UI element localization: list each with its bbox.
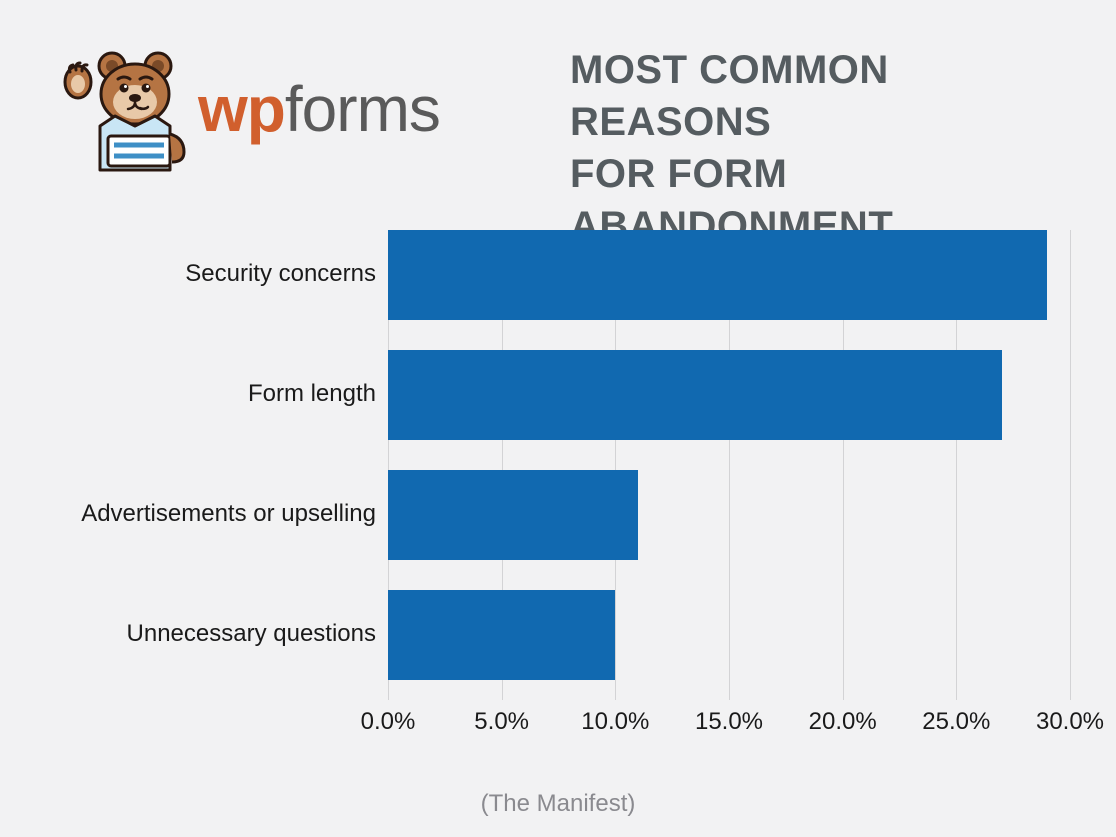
- bar-row: [388, 350, 1002, 440]
- header: wpforms MOST COMMON REASONS FOR FORM ABA…: [60, 44, 1076, 174]
- brand-wordmark: wpforms: [198, 72, 440, 146]
- bar-row: [388, 590, 615, 680]
- x-tick-label: 30.0%: [1036, 708, 1104, 736]
- x-tick-label: 0.0%: [361, 708, 416, 736]
- y-axis-label: Advertisements or upselling: [46, 500, 376, 528]
- y-axis-label: Form length: [46, 380, 376, 408]
- plot-area: [388, 230, 1070, 700]
- title-line-1: MOST COMMON REASONS: [570, 44, 1076, 148]
- source-attribution: (The Manifest): [0, 790, 1116, 818]
- brand-wp-text: wp: [198, 73, 285, 145]
- bar-row: [388, 470, 638, 560]
- x-tick-label: 25.0%: [922, 708, 990, 736]
- x-tick-label: 5.0%: [474, 708, 529, 736]
- brand-logo: wpforms: [60, 44, 440, 174]
- bar: [388, 350, 1002, 440]
- bar: [388, 470, 638, 560]
- chart-title: MOST COMMON REASONS FOR FORM ABANDONMENT: [570, 44, 1076, 252]
- bar-chart: Security concernsForm lengthAdvertisemen…: [50, 230, 1070, 700]
- bars-area: [388, 230, 1070, 700]
- brand-forms-text: forms: [285, 73, 440, 145]
- x-tick-label: 15.0%: [695, 708, 763, 736]
- x-tick-label: 10.0%: [581, 708, 649, 736]
- x-tick-label: 20.0%: [809, 708, 877, 736]
- wpforms-mascot-icon: [60, 44, 190, 174]
- y-axis-label: Unnecessary questions: [46, 620, 376, 648]
- bar-row: [388, 230, 1047, 320]
- y-axis-label: Security concerns: [46, 260, 376, 288]
- gridline: [1070, 230, 1071, 700]
- bar: [388, 230, 1047, 320]
- bar: [388, 590, 615, 680]
